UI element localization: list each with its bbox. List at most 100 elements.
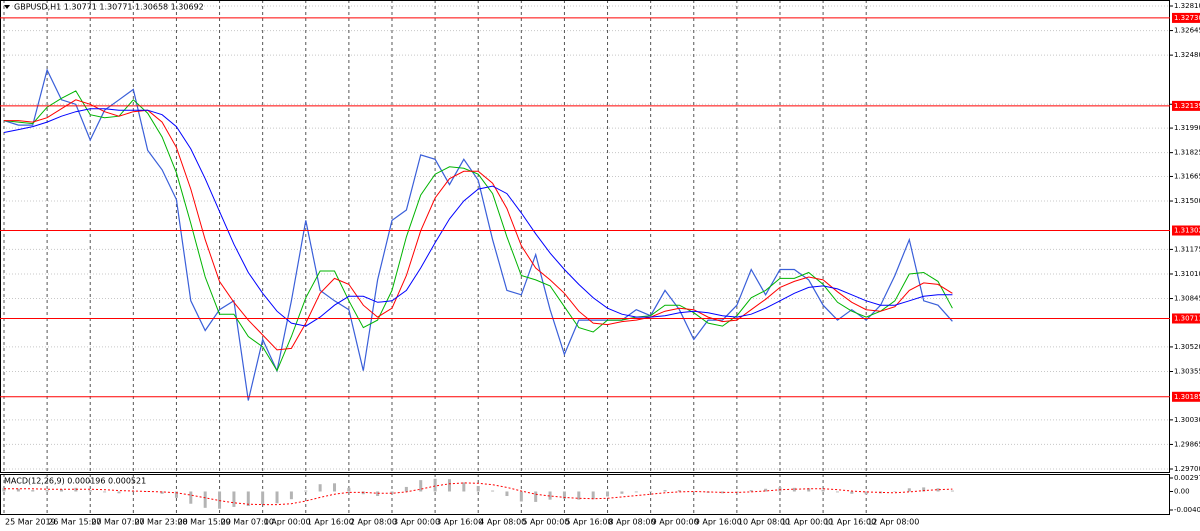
histogram-bar: [721, 491, 724, 494]
y-tick-label: 1.30030: [1174, 416, 1200, 424]
histogram-bar: [936, 488, 940, 492]
histogram-bar: [534, 491, 538, 502]
price-line: [3, 68, 953, 401]
y-tick-label: -0.00408: [1174, 506, 1200, 514]
y-tick-label: 1.31990: [1174, 124, 1200, 132]
histogram-bar: [404, 486, 408, 492]
histogram-bar: [45, 490, 49, 492]
histogram-bar: [893, 491, 897, 492]
histogram-bar: [907, 488, 911, 492]
x-tick-label: 1 Apr 00:00: [264, 518, 311, 527]
histogram-bar: [491, 490, 495, 492]
x-tick-label: 27 Mar 07:00: [91, 518, 144, 527]
y-tick-label: 1.30520: [1174, 343, 1200, 351]
histogram-bar: [663, 490, 667, 492]
histogram-bar: [347, 487, 351, 492]
histogram-bar: [74, 487, 78, 492]
histogram-bar: [2, 487, 6, 492]
y-tick-label: 1.31010: [1174, 270, 1200, 278]
histogram-bar: [447, 479, 451, 492]
histogram-bar: [922, 487, 926, 492]
y-tick-label: 1.31175: [1174, 245, 1200, 253]
histogram-bar: [232, 491, 236, 507]
level-label: 1.30185: [1174, 393, 1200, 401]
signal-line: [4, 482, 953, 506]
macd-title: MACD(12,26,9) 0.000196 0.000521: [4, 477, 146, 486]
x-tick-label: 11 Apr 00:00: [781, 518, 833, 527]
histogram-bar: [764, 488, 768, 492]
histogram-bar: [821, 489, 825, 492]
x-tick-label: 9 Apr 16:00: [695, 518, 742, 527]
histogram-bar: [807, 488, 811, 492]
histogram-bar: [950, 490, 954, 492]
x-tick-label: 1 Apr 16:00: [307, 518, 354, 527]
histogram-bar: [577, 491, 581, 500]
x-tick-label: 26 Mar 15:00: [48, 518, 101, 527]
y-tick-label: 1.31665: [1174, 172, 1200, 180]
y-tick-label: 1.29865: [1174, 440, 1200, 448]
histogram-bar: [505, 491, 509, 497]
x-tick-label: 8 Apr 08:00: [609, 518, 656, 527]
histogram-bar: [606, 491, 610, 497]
histogram-bar: [634, 491, 638, 493]
histogram-bar: [548, 491, 552, 500]
histogram-bar: [376, 491, 380, 497]
histogram-bar: [174, 491, 178, 498]
moving-average: [3, 90, 953, 372]
level-label: 1.32730: [1174, 14, 1200, 22]
histogram-bar: [677, 490, 681, 492]
histogram-bar: [620, 491, 624, 494]
x-tick-label: 3 Apr 16:00: [436, 518, 483, 527]
histogram-bar: [835, 491, 839, 493]
x-tick-label: 27 Mar 23:00: [134, 518, 187, 527]
histogram-bar: [850, 491, 854, 494]
histogram-bar: [189, 491, 193, 504]
histogram-bar: [649, 491, 653, 492]
x-tick-label: 3 Apr 00:00: [393, 518, 440, 527]
histogram-bar: [31, 490, 35, 492]
histogram-bar: [146, 491, 150, 492]
x-tick-label: 5 Apr 16:00: [565, 518, 612, 527]
histogram-bar: [103, 491, 107, 493]
y-tick-label: 1.29700: [1174, 465, 1200, 473]
histogram-bar: [88, 490, 92, 492]
y-tick-label: 0.00297: [1174, 474, 1200, 482]
x-tick-label: 12 Apr 08:00: [867, 518, 919, 527]
histogram-bar: [333, 483, 337, 492]
x-tick-label: 25 Mar 2019: [5, 518, 56, 527]
x-tick-label: 11 Apr 16:00: [824, 518, 876, 527]
x-tick-label: 10 Apr 08:00: [738, 518, 790, 527]
histogram-bar: [275, 491, 279, 504]
menu-icon[interactable]: [4, 5, 10, 9]
histogram-bar: [59, 489, 63, 492]
histogram-bar: [318, 484, 322, 492]
histogram-bar: [289, 491, 293, 500]
y-tick-label: 1.30845: [1174, 295, 1200, 303]
level-label-box: [1172, 100, 1200, 111]
histogram-bar: [261, 491, 265, 505]
y-tick-label: 1.32810: [1174, 2, 1200, 10]
level-label-box: [1172, 391, 1200, 402]
histogram-bar: [203, 491, 207, 508]
histogram-bar: [519, 491, 523, 502]
moving-average: [3, 108, 953, 327]
histogram-bar: [591, 491, 595, 500]
histogram-bar: [864, 491, 868, 495]
histogram-bar: [117, 491, 121, 494]
histogram-bar: [462, 482, 466, 492]
y-tick-label: 0.00: [1174, 487, 1190, 495]
chart-title: GBPUSD,H1 1.30771 1.30771 1.30658 1.3069…: [14, 3, 204, 12]
moving-average: [4, 99, 953, 351]
histogram-bar: [419, 480, 423, 492]
histogram-bar: [246, 491, 250, 507]
y-tick-label: 1.31500: [1174, 197, 1200, 205]
histogram-bar: [692, 491, 696, 492]
y-tick-label: 1.32480: [1174, 51, 1200, 59]
histogram-bar: [476, 486, 480, 492]
x-tick-label: 29 Mar 07:00: [221, 518, 274, 527]
histogram-bar: [304, 490, 308, 492]
histogram-bar: [16, 488, 20, 492]
